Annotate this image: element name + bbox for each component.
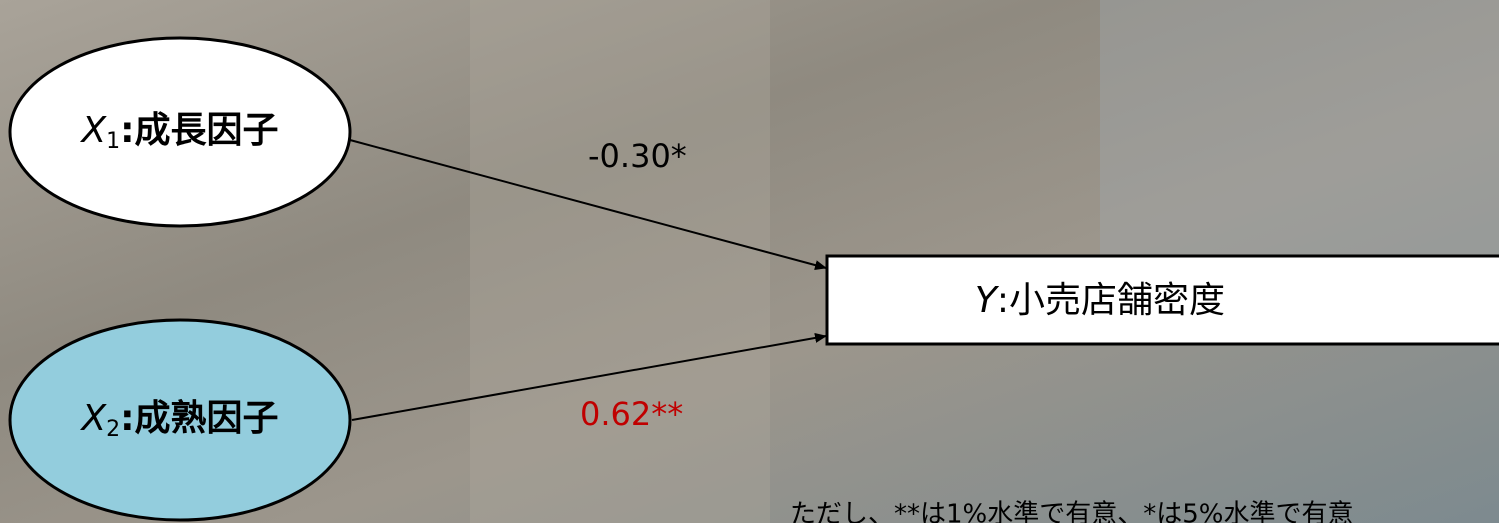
- subscript: 2: [106, 417, 120, 442]
- label: :成熟因子: [120, 398, 278, 439]
- arrow: [349, 139, 827, 270]
- node-label: X1:成長因子: [79, 110, 278, 154]
- node-ellipse: [8, 36, 352, 228]
- subscript: 1: [106, 129, 120, 154]
- variable: Y: [975, 280, 1000, 321]
- node-ellipse: [8, 318, 352, 522]
- node-box: [825, 254, 1499, 346]
- edge-label: 0.62**: [580, 395, 683, 433]
- variable: X: [79, 398, 107, 439]
- background-shade: [470, 0, 770, 523]
- node-label: Y:小売店舗密度: [975, 280, 1225, 321]
- variable: X: [79, 110, 107, 151]
- background-shade: [1100, 0, 1499, 260]
- label: :成長因子: [120, 110, 278, 151]
- node-label: X2:成熟因子: [79, 398, 278, 442]
- edge-label: -0.30*: [588, 137, 687, 175]
- label: :小売店舗密度: [997, 280, 1225, 321]
- note: ただし、**は1%水準で有意、*は5%水準で有意: [790, 500, 1354, 523]
- arrow: [351, 332, 827, 421]
